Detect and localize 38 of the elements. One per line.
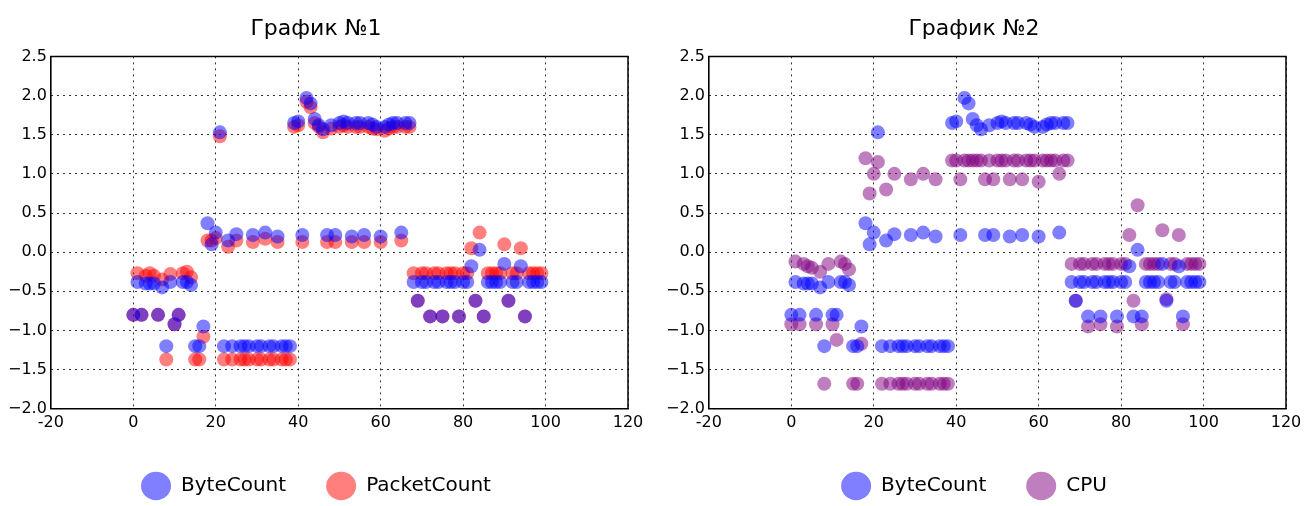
y-tick-label: 2.0: [21, 84, 47, 104]
y-tick-label: 2.5: [21, 45, 47, 65]
legend-label: PacketCount: [366, 472, 492, 497]
x-tick-label: 0: [786, 411, 797, 431]
x-tick-label: 120: [1270, 411, 1302, 431]
chart-title: График №1: [250, 14, 382, 40]
x-tick-label: 20: [205, 411, 226, 431]
x-tick-label: 0: [128, 411, 139, 431]
x-tick-label: 60: [1028, 411, 1049, 431]
y-tick-label: 1.5: [679, 123, 705, 143]
y-tick-label: 2.5: [679, 45, 705, 65]
y-tick-label: −1.0: [665, 319, 705, 339]
x-tick-label: 80: [452, 411, 474, 431]
y-tick-label: 0.0: [21, 241, 47, 261]
legend-label: ByteCount: [181, 472, 287, 497]
legend-label: ByteCount: [881, 472, 987, 497]
x-tick-label: 20: [863, 411, 884, 431]
x-tick-label: 40: [288, 411, 309, 431]
y-tick-label: 2.0: [679, 84, 705, 104]
x-tick-label: 120: [612, 411, 644, 431]
x-tick-label: 60: [370, 411, 391, 431]
x-tick-label: 80: [1110, 411, 1132, 431]
y-tick-label: 1.5: [21, 123, 47, 143]
y-tick-label: −1.0: [7, 319, 47, 339]
y-tick-label: 0.5: [679, 202, 705, 222]
y-tick-label: 1.0: [679, 163, 705, 183]
y-tick-label: −0.5: [665, 280, 705, 300]
chart-title: График №2: [908, 14, 1040, 40]
x-tick-label: 100: [530, 411, 561, 431]
y-tick-label: −0.5: [7, 280, 47, 300]
y-tick-label: 1.0: [21, 163, 47, 183]
y-tick-label: −1.5: [665, 358, 705, 378]
x-tick-label: 40: [946, 411, 967, 431]
legend-label: CPU: [1066, 472, 1107, 497]
y-tick-label: −1.5: [7, 358, 47, 378]
y-tick-label: 0.0: [679, 241, 705, 261]
x-tick-label: 100: [1188, 411, 1219, 431]
y-tick-label: 0.5: [21, 202, 47, 222]
